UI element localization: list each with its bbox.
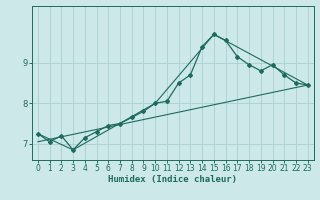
X-axis label: Humidex (Indice chaleur): Humidex (Indice chaleur) <box>108 175 237 184</box>
